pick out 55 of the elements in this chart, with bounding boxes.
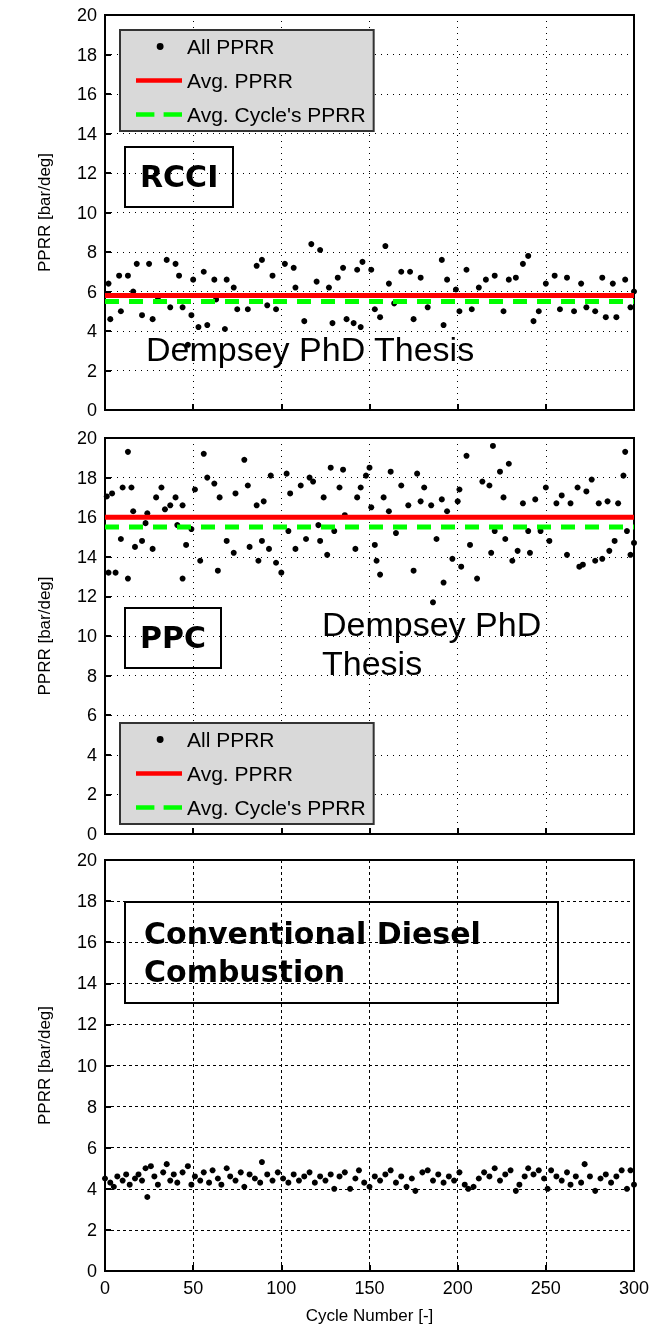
legend-label: All PPRR: [187, 728, 275, 751]
annotation: Dempsey PhD Thesis: [322, 605, 543, 684]
annotation: RCCI: [124, 146, 235, 208]
y-axis-title: PPRR [bar/deg]: [35, 1005, 54, 1126]
y-tick-label: 12: [76, 163, 97, 183]
y-tick-label: 12: [76, 586, 97, 607]
y-tick-label: 14: [76, 546, 97, 567]
x-tick-label: 250: [530, 1278, 561, 1298]
y-tick-label: 18: [76, 44, 97, 65]
y-tick-label: 18: [76, 891, 97, 912]
y-tick-label: 8: [86, 1096, 97, 1117]
y-tick-label: 0: [86, 400, 97, 420]
y-tick-label: 14: [76, 123, 97, 144]
y-tick-label: 8: [86, 242, 97, 262]
y-tick-label: 14: [76, 973, 97, 994]
x-tick-label: 100: [266, 1278, 297, 1298]
y-tick-label: 6: [86, 281, 97, 302]
y-tick-label: 6: [86, 1137, 97, 1158]
y-tick-label: 16: [76, 84, 97, 104]
legend-label: All PPRR: [187, 35, 275, 58]
y-tick-label: 16: [76, 507, 97, 528]
y-tick-label: 2: [86, 360, 97, 381]
y-tick-label: 2: [86, 784, 97, 805]
y-tick-label: 10: [76, 1055, 97, 1076]
legend-label: Avg. Cycle's PPRR: [187, 103, 366, 126]
y-tick-label: 0: [86, 824, 97, 844]
y-tick-label: 10: [76, 626, 97, 646]
y-axis-title: PPRR [bar/deg]: [35, 152, 54, 273]
y-tick-label: 20: [76, 5, 97, 25]
y-tick-label: 18: [76, 467, 97, 488]
y-tick-label: 4: [86, 1178, 97, 1199]
legend-label: Avg. PPRR: [187, 762, 293, 785]
y-tick-label: 12: [76, 1014, 97, 1035]
x-tick-label: 0: [99, 1278, 111, 1298]
legend-label: Avg. PPRR: [187, 69, 293, 92]
y-tick-label: 10: [76, 202, 97, 223]
y-tick-label: 20: [76, 850, 97, 870]
y-tick-label: 4: [86, 744, 97, 765]
y-tick-label: 8: [86, 665, 97, 686]
x-tick-label: 200: [442, 1278, 473, 1298]
y-axis-title: PPRR [bar/deg]: [35, 576, 54, 696]
y-tick-label: 2: [86, 1219, 97, 1240]
annotation: Conventional Diesel Combustion: [124, 901, 559, 1004]
annotation: Dempsey PhD Thesis: [146, 330, 475, 370]
legend-label: Avg. Cycle's PPRR: [187, 796, 366, 819]
y-tick-label: 0: [86, 1261, 97, 1281]
x-tick-label: 50: [183, 1278, 204, 1298]
y-tick-label: 16: [76, 932, 97, 953]
x-tick-label: 150: [354, 1278, 385, 1298]
y-tick-label: 6: [86, 705, 97, 726]
x-axis-title: Cycle Number [-]: [305, 1306, 434, 1325]
x-tick-label: 300: [618, 1278, 650, 1298]
annotation: PPC: [124, 607, 222, 669]
y-tick-label: 20: [76, 428, 97, 448]
y-tick-label: 4: [86, 321, 97, 341]
